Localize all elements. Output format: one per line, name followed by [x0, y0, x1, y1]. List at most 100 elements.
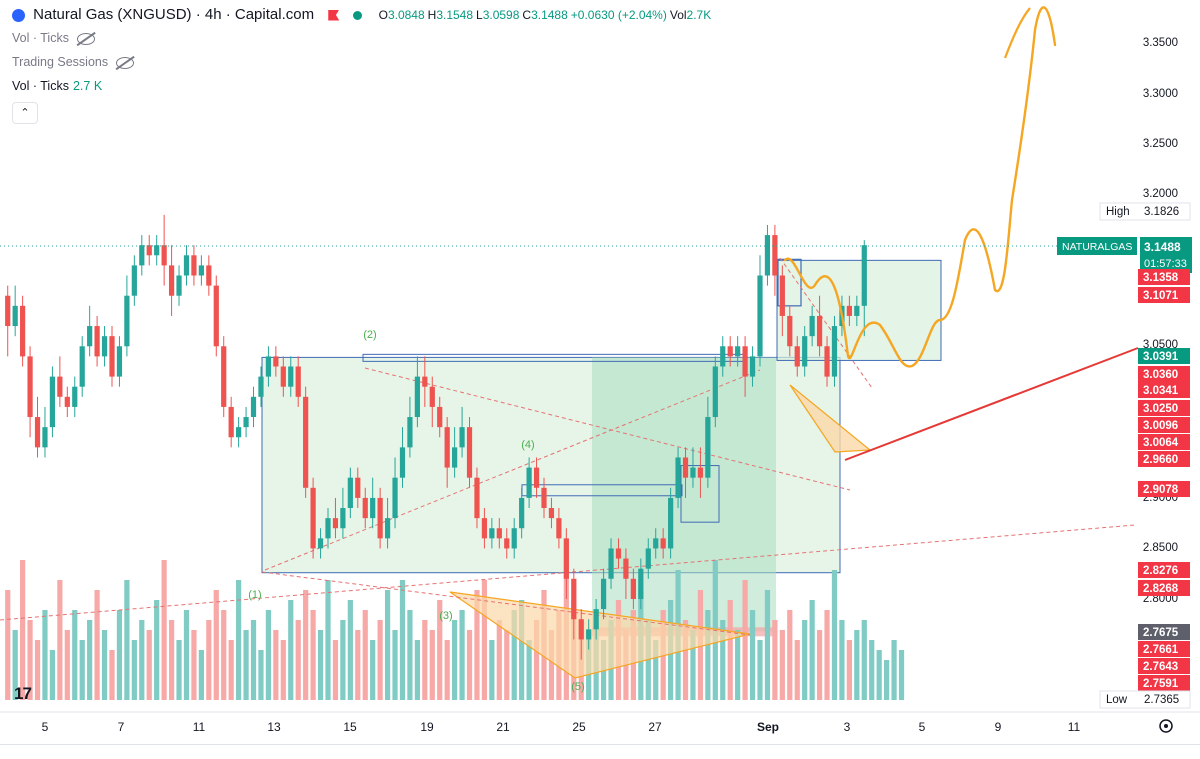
candle-body: [213, 285, 219, 347]
candle: [779, 265, 785, 337]
volume-bar: [504, 630, 510, 700]
flag-icon[interactable]: [328, 9, 340, 21]
candle-body: [757, 275, 763, 357]
candle-body: [504, 538, 510, 549]
candle-body: [474, 477, 480, 519]
volume-bar: [243, 630, 249, 700]
chart-legend: Natural Gas (XNGUSD) · 4h · Capital.com …: [12, 6, 714, 23]
candle-body: [511, 528, 517, 549]
candle-body: [682, 457, 689, 478]
price-label-value: 2.7365: [1144, 694, 1179, 706]
candle-body: [191, 255, 197, 276]
candle-body: [236, 427, 242, 438]
candles-layer: [5, 214, 867, 660]
settings-gear-icon[interactable]: [1159, 719, 1173, 733]
support-trendline: [844, 347, 1139, 461]
candle: [712, 356, 718, 428]
collapse-legend-button[interactable]: ⌃: [12, 102, 38, 124]
indicator-label: Vol · Ticks: [12, 79, 69, 93]
price-label-box: [1138, 287, 1190, 303]
volume-bar: [846, 640, 852, 700]
candle-body: [198, 265, 204, 276]
volume-bar: [757, 640, 763, 700]
volume-bar: [198, 650, 204, 700]
candle: [72, 376, 78, 418]
time-axis: 5 7 11 13 15 19 21 25 27 Sep 3 5 9 11: [0, 711, 1200, 734]
candle-body: [20, 305, 26, 357]
candle: [556, 508, 562, 549]
candle: [511, 518, 517, 559]
price-label-box: [1138, 658, 1190, 674]
candle-body: [310, 487, 316, 549]
symbol-icon: [12, 8, 25, 22]
volume-bar: [422, 620, 428, 700]
candle-body: [608, 548, 614, 579]
time-tick-label: 3: [844, 720, 851, 734]
candle-body: [615, 548, 622, 559]
candle-body: [735, 346, 741, 357]
eye-hidden-icon[interactable]: [76, 32, 95, 45]
candle-body: [831, 326, 838, 377]
candle-body: [705, 417, 711, 478]
settings-gear-icon-center: [1164, 724, 1168, 728]
volume-bar: [206, 620, 212, 700]
ohlc-item: O3.0848: [378, 8, 425, 22]
candle-body: [258, 376, 264, 397]
candle: [131, 255, 137, 306]
descending-trendline: [364, 367, 851, 491]
candle: [198, 255, 204, 286]
indicator-vol-ticks[interactable]: Vol · Ticks: [12, 31, 95, 45]
volume-bar: [12, 630, 18, 700]
candle: [831, 315, 838, 387]
volume-bar: [317, 630, 324, 700]
candle-body: [779, 275, 785, 316]
price-tick-label: 3.3000: [1143, 88, 1178, 100]
volume-bar: [749, 610, 756, 700]
wave-label: (4): [521, 439, 534, 451]
candle-body: [355, 477, 361, 498]
price-label-value: 3.0250: [1143, 403, 1178, 415]
candle-body: [764, 235, 771, 276]
volume-bar: [258, 650, 264, 700]
candle: [437, 396, 443, 438]
candle-body: [12, 305, 18, 327]
candle-body: [392, 477, 398, 519]
volume-bar: [191, 630, 197, 700]
candle: [146, 235, 152, 266]
volume-bar: [884, 660, 890, 700]
flag-triangle: [789, 384, 872, 453]
price-label-value: 3.0064: [1143, 437, 1179, 449]
candle: [787, 305, 793, 357]
candle-body: [630, 578, 636, 599]
candle: [273, 346, 279, 377]
candle-body: [332, 518, 339, 529]
volume-bar: [414, 640, 420, 700]
volume-bar: [816, 630, 823, 700]
candle: [414, 356, 420, 428]
eye-hidden-icon[interactable]: [116, 56, 135, 69]
candle: [593, 599, 599, 640]
volume-bar: [146, 630, 152, 700]
candle: [466, 417, 473, 488]
indicator-vol-ticks-active[interactable]: Vol · Ticks 2.7 K: [12, 79, 102, 93]
candle: [824, 336, 830, 387]
volume-bar: [787, 610, 793, 700]
volume-bar: [429, 630, 435, 700]
indicator-trading-sessions[interactable]: Trading Sessions: [12, 55, 135, 69]
candle: [34, 396, 41, 458]
tradingview-logo[interactable]: 17: [14, 684, 32, 703]
price-label-value: 3.1071: [1143, 290, 1179, 302]
candle-body: [288, 366, 294, 387]
candle-body: [742, 346, 748, 377]
breakout-zone: [592, 357, 776, 632]
candle: [295, 356, 301, 407]
volume-bar: [362, 610, 368, 700]
price-label-box: [1138, 382, 1190, 398]
candle-body: [94, 326, 100, 357]
chart-title[interactable]: Natural Gas (XNGUSD) · 4h · Capital.com: [33, 6, 315, 23]
candle-body: [437, 406, 443, 428]
candle: [757, 255, 763, 367]
candle-body: [131, 265, 137, 296]
candle-body: [116, 346, 123, 377]
